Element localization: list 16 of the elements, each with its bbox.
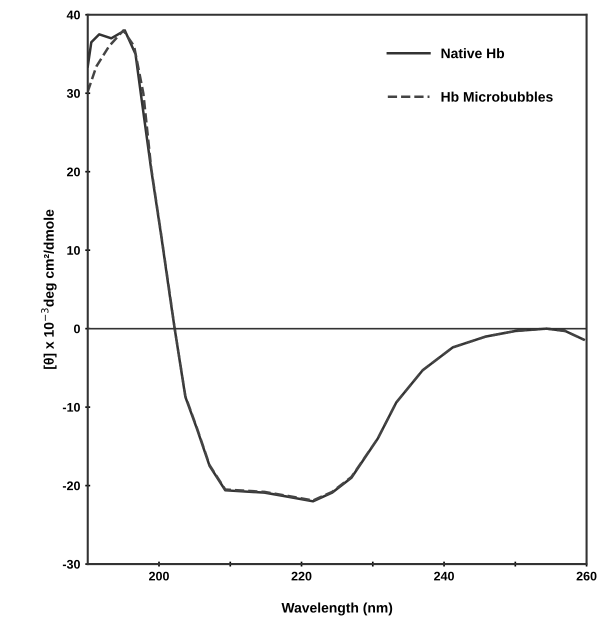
y-tick-label: 10 bbox=[67, 246, 80, 255]
y-tick-label: -10 bbox=[62, 402, 80, 412]
x-tick-label: 220 bbox=[292, 572, 312, 581]
x-tick-label: 260 bbox=[576, 572, 596, 581]
legend-label: Native Hb bbox=[442, 48, 504, 58]
x-tick-label: 200 bbox=[149, 572, 169, 581]
x-tick-label: 240 bbox=[434, 572, 454, 581]
y-tick-label: 20 bbox=[66, 167, 80, 176]
y-tick-label: 0 bbox=[74, 324, 80, 334]
y-axis-title: [θ] x 10$^{−3}$deg cm²/dmole bbox=[41, 210, 57, 369]
y-tick-label: 30 bbox=[66, 89, 80, 98]
y-tick-label: -20 bbox=[62, 481, 80, 490]
x-axis-title: Wavelength (nm) bbox=[281, 602, 392, 616]
y-tick-label: 40 bbox=[66, 10, 80, 20]
y-tick-label: -30 bbox=[62, 560, 80, 569]
legend-label: Hb Microbubbles bbox=[442, 92, 553, 102]
